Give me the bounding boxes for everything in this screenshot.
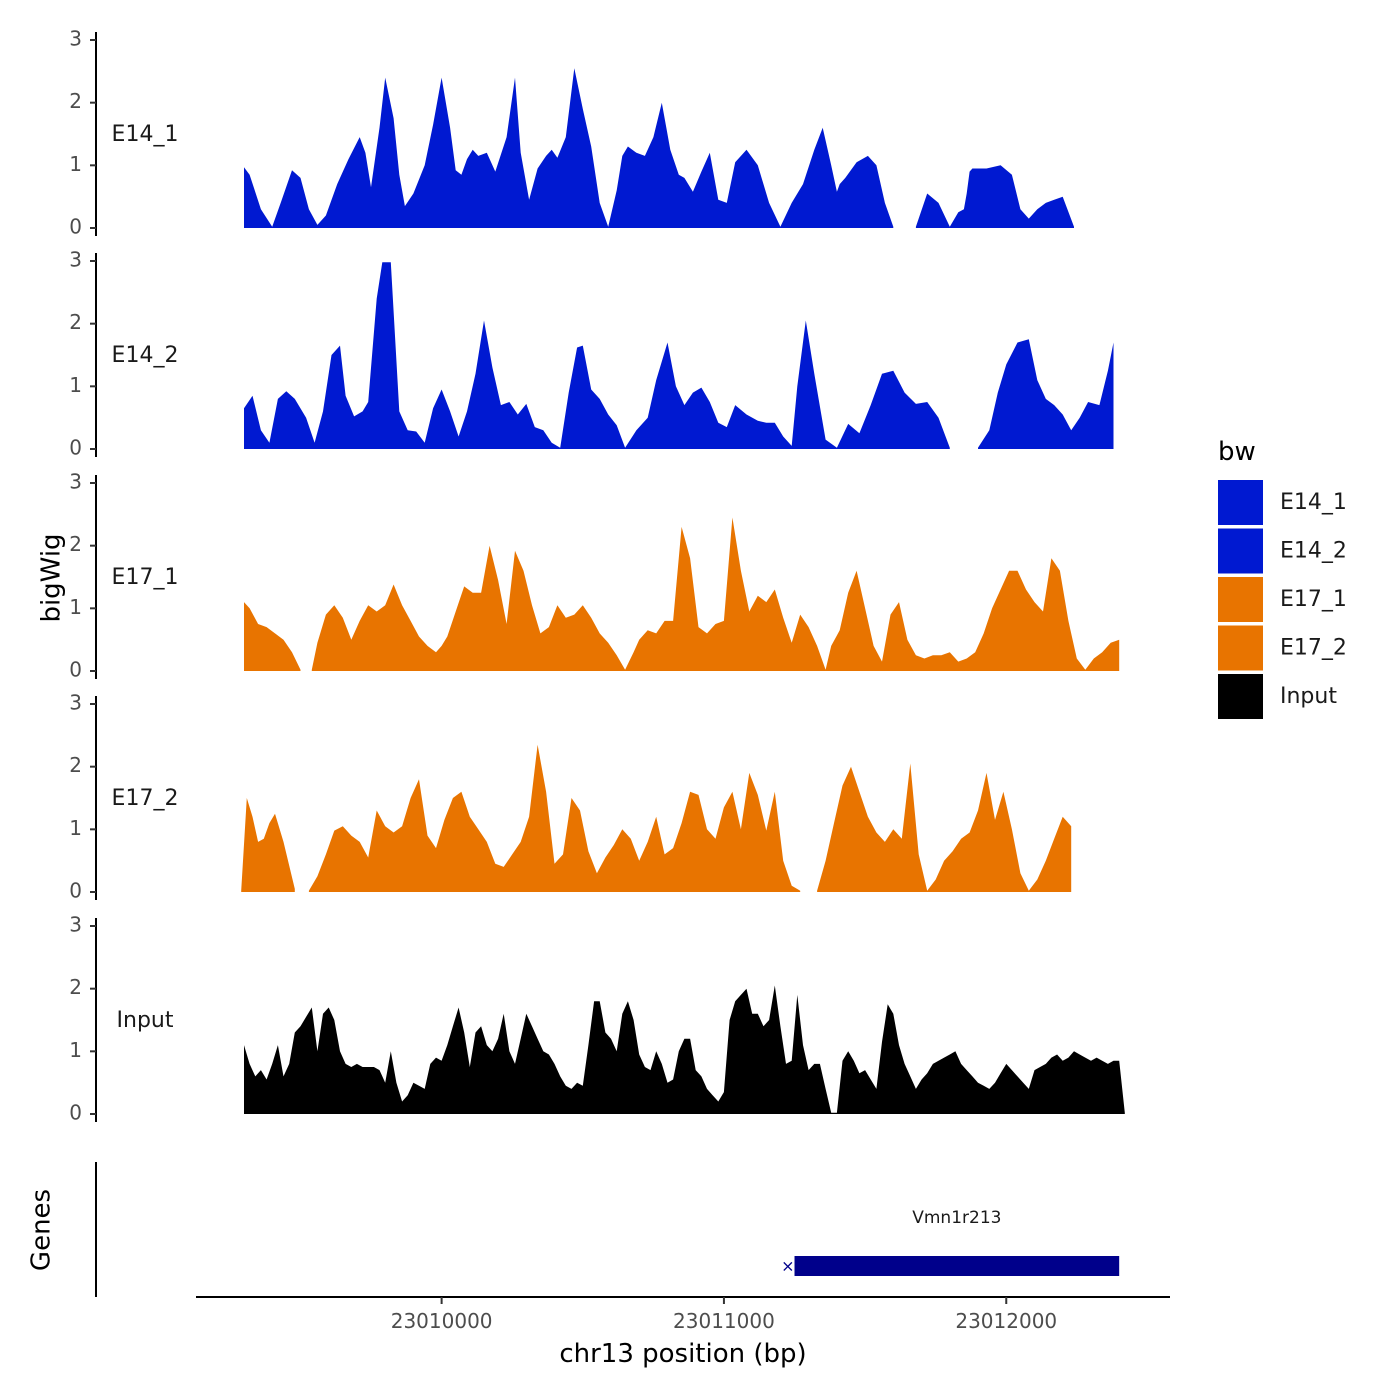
legend-title: bw <box>1218 437 1256 467</box>
y-tick-label: 2 <box>69 975 82 999</box>
legend-label: E14_2 <box>1280 539 1347 564</box>
track-e14-2: 0 1 2 3 E14_2 <box>69 248 1114 460</box>
y-axis-title: bigWig <box>37 533 67 622</box>
track-input: 0 1 2 3 Input <box>69 913 1125 1125</box>
signal-area <box>978 339 1114 449</box>
x-tick-label: 23011000 <box>673 1309 775 1333</box>
legend-label: Input <box>1280 684 1337 709</box>
signal-area <box>311 517 1120 671</box>
gene-label-vmn1r213: Vmn1r213 <box>912 1208 1001 1228</box>
legend-label: E17_1 <box>1280 587 1347 612</box>
track-label: E14_1 <box>112 122 179 147</box>
y-tick-label: 3 <box>69 27 82 51</box>
y-tick-label: 3 <box>69 691 82 715</box>
y-tick-label: 0 <box>69 215 82 239</box>
y-tick-label: 1 <box>69 595 82 619</box>
signal-area <box>244 262 950 449</box>
signal-area <box>241 798 295 892</box>
track-e17-2: 0 1 2 3 E17_2 <box>69 691 1072 903</box>
y-tick-label: 2 <box>69 89 82 113</box>
legend-swatch <box>1218 480 1263 525</box>
y-tick-label: 3 <box>69 913 82 937</box>
y-tick-label: 0 <box>69 879 82 903</box>
legend-label: E17_2 <box>1280 636 1347 661</box>
x-axis-title: chr13 position (bp) <box>559 1339 806 1369</box>
y-tick-label: 1 <box>69 816 82 840</box>
track-label: E17_1 <box>112 565 179 590</box>
track-label: E14_2 <box>112 343 179 368</box>
track-label: E17_2 <box>112 786 179 811</box>
y-tick-label: 0 <box>69 1101 82 1125</box>
y-tick-label: 1 <box>69 373 82 397</box>
signal-tracks: 0 1 2 3 E14_1 0 1 2 3 E14_2 0 1 2 3 E17_1 0 1 2 3 E17_2 0 1 2 3… <box>69 27 1125 1125</box>
y-tick-label: 2 <box>69 310 82 334</box>
signal-area <box>244 985 1125 1114</box>
track-label: Input <box>117 1008 174 1033</box>
legend-swatch <box>1218 674 1263 719</box>
gene-track: Genes × Vmn1r213 <box>27 1162 1120 1297</box>
signal-area <box>244 602 301 671</box>
legend: bw E14_1 E14_2 E17_1 E17_2 Input <box>1218 437 1347 719</box>
y-tick-label: 3 <box>69 248 82 272</box>
signal-area <box>817 763 1072 892</box>
y-tick-label: 2 <box>69 532 82 556</box>
gene-body-vmn1r213[interactable] <box>794 1256 1120 1276</box>
y-tick-label: 1 <box>69 1038 82 1062</box>
legend-swatch <box>1218 528 1263 574</box>
legend-swatch <box>1218 625 1263 671</box>
legend-label: E14_1 <box>1280 490 1347 515</box>
x-tick-label: 23012000 <box>955 1309 1057 1333</box>
y-tick-label: 3 <box>69 470 82 494</box>
signal-area <box>308 744 801 892</box>
gene-strand-marker: × <box>781 1257 794 1276</box>
x-tick-label: 23010000 <box>391 1309 493 1333</box>
genes-axis-title: Genes <box>27 1189 57 1271</box>
legend-swatch <box>1218 577 1263 622</box>
track-e17-1: 0 1 2 3 E17_1 <box>69 470 1120 682</box>
x-axis: 23010000 23011000 23012000 <box>196 1296 1170 1333</box>
y-tick-label: 0 <box>69 658 82 682</box>
track-e14-1: 0 1 2 3 E14_1 <box>69 27 1074 239</box>
y-tick-label: 0 <box>69 436 82 460</box>
y-tick-label: 1 <box>69 152 82 176</box>
signal-area <box>244 68 894 228</box>
y-tick-label: 2 <box>69 753 82 777</box>
signal-area <box>915 165 1074 228</box>
